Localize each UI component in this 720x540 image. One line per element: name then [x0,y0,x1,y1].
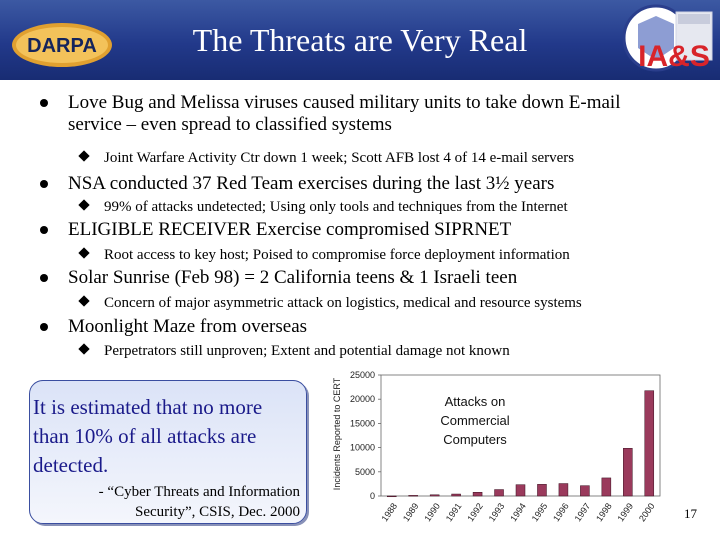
ias-logo: IA&S [622,4,713,73]
sub-bullet-text: Root access to key host; Poised to compr… [104,247,570,263]
page-number: 17 [684,506,697,521]
diamond-bullet-icon [78,295,90,307]
annotation-line: Commercial [440,413,509,428]
bullet-text: NSA conducted 37 Red Team exercises duri… [68,173,555,194]
sub-bullet-text: Concern of major asymmetric attack on lo… [104,295,582,311]
title-banner: DARPA The Threats are Very Real IA&S [0,0,720,80]
y-tick-label: 20000 [350,394,375,404]
bullet-dot-icon [40,274,48,282]
bar-1990 [429,494,440,497]
bullet-text: service – even spread to classified syst… [68,114,392,135]
diamond-bullet-icon [78,343,90,355]
diamond-bullet-icon [78,150,90,162]
x-tick-label: 1995 [530,501,550,523]
bar-1998 [601,477,612,497]
diamond-bullet-icon [78,247,90,259]
y-tick-label: 25000 [350,370,375,380]
darpa-logo-text: DARPA [27,35,97,57]
darpa-logo: DARPA [12,23,112,67]
bar-1991 [451,493,461,497]
bar-1988 [386,495,397,498]
y-tick-label: 15000 [350,418,375,428]
x-tick-label: 1992 [465,501,485,523]
page-title: The Threats are Very Real [192,22,528,58]
bar-2000 [644,390,655,497]
x-tick-label: 1989 [401,501,421,523]
bar-1989 [408,495,418,497]
sub-bullet-text: Perpetrators still unproven; Extent and … [104,343,510,359]
quote-line: detected. [33,453,109,477]
bar-1999 [623,448,633,497]
bullet-dot-icon [40,180,48,188]
x-tick-label: 1997 [573,501,593,523]
quote-source-line: Security”, CSIS, Dec. 2000 [135,504,300,520]
x-tick-label: 1996 [551,501,571,523]
bullet-text: Solar Sunrise (Feb 98) = 2 California te… [68,267,518,288]
x-tick-label: 1998 [594,501,614,523]
x-tick-label: 1994 [508,501,528,523]
quote-source: - “Cyber Threats and Information Securit… [60,482,300,522]
bullet-dot-icon [40,323,48,331]
y-axis-label: Incidents Reported to CERT [332,377,342,490]
x-tick-label: 1999 [616,501,636,523]
quote-line: It is estimated that no more [33,395,263,419]
bullet-text: Love Bug and Melissa viruses caused mili… [68,92,621,113]
chart-bars [386,390,655,498]
chart-annotation: Attacks on Commercial Computers [440,394,509,447]
y-tick-label: 0 [370,491,375,501]
x-tick-label: 1990 [422,501,442,523]
y-tick-label: 10000 [350,443,375,453]
ias-logo-text: IA&S [638,40,710,73]
bullet-text: ELIGIBLE RECEIVER Exercise compromised S… [68,219,512,240]
chart-axes [378,374,661,497]
bar-1995 [537,484,547,497]
bullet-text: Moonlight Maze from overseas [68,316,308,337]
quote-source-line: - “Cyber Threats and Information [98,484,300,500]
cert-incidents-chart: Incidents Reported to CERT 0 5000 10000 150… [332,370,661,523]
plot-area [380,374,661,497]
annotation-line: Computers [443,432,507,447]
x-tick-label: 1988 [379,501,399,523]
annotation-line: Attacks on [445,394,506,409]
x-tick-label: 2000 [637,501,657,523]
bullet-dot-icon [40,226,48,234]
x-tick-label: 1993 [487,501,507,523]
y-tick-labels: 0 5000 10000 15000 20000 25000 [350,370,375,501]
y-tick-label: 5000 [355,467,375,477]
bar-1994 [515,484,526,497]
quote-callout: It is estimated that no more than 10% of… [29,380,307,524]
quote-text: It is estimated that no more than 10% of… [33,393,303,480]
quote-line: than 10% of all attacks are [33,424,257,448]
bar-1992 [472,492,483,497]
bar-1996 [558,483,569,497]
x-tick-label: 1991 [444,501,464,523]
sub-bullet-text: Joint Warfare Activity Ctr down 1 week; … [104,150,575,166]
bar-1997 [580,485,590,497]
bullet-dot-icon [40,99,48,107]
diamond-bullet-icon [78,199,90,211]
x-tick-labels: 1988 1989 1990 1991 1992 1993 1994 1995 1996 1997… [379,501,656,523]
sub-bullet-text: 99% of attacks undetected; Using only to… [104,199,568,215]
bar-1993 [494,489,504,497]
